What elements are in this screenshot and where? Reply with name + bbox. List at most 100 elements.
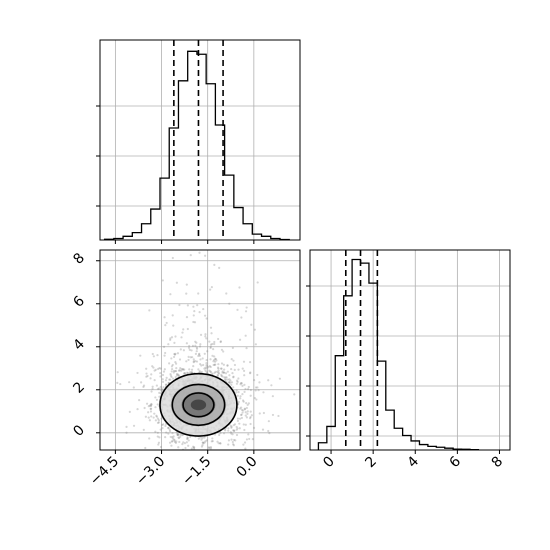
scatter-point xyxy=(152,355,155,358)
scatter-point xyxy=(186,453,188,455)
scatter-point xyxy=(219,442,222,445)
scatter-point xyxy=(161,378,164,381)
scatter-point xyxy=(216,373,219,377)
scatter-point xyxy=(167,432,170,435)
scatter-point xyxy=(216,370,219,373)
scatter-point xyxy=(169,378,172,381)
scatter-point xyxy=(230,383,233,386)
scatter-point xyxy=(156,417,160,420)
scatter-point xyxy=(208,369,211,372)
scatter-point xyxy=(125,431,128,434)
scatter-point xyxy=(156,354,159,357)
scatter-point xyxy=(239,382,243,385)
scatter-point xyxy=(244,414,247,417)
scatter-point xyxy=(193,446,196,449)
scatter-point xyxy=(209,288,212,291)
scatter-point xyxy=(247,388,250,391)
scatter-point xyxy=(262,391,265,394)
scatter-point xyxy=(173,341,176,344)
scatter-point xyxy=(171,437,174,440)
scatter-point xyxy=(143,406,146,410)
scatter-point xyxy=(175,372,179,376)
scatter-point xyxy=(224,429,227,432)
scatter-point xyxy=(171,377,175,380)
scatter-point xyxy=(232,429,235,432)
scatter-point xyxy=(206,365,209,368)
scatter-point xyxy=(168,441,172,444)
scatter-point xyxy=(262,411,265,415)
scatter-point xyxy=(235,389,238,392)
scatter-point xyxy=(187,444,190,447)
scatter-point xyxy=(217,367,220,370)
scatter-point xyxy=(198,345,202,348)
scatter-point xyxy=(225,376,228,379)
scatter-point xyxy=(181,331,184,334)
scatter-point xyxy=(271,413,275,417)
scatter-point xyxy=(245,347,248,350)
scatter-point xyxy=(202,307,205,311)
scatter-point xyxy=(222,363,225,366)
scatter-point xyxy=(250,323,253,326)
scatter-point xyxy=(164,379,168,382)
scatter-point xyxy=(178,369,181,372)
scatter-point xyxy=(254,386,258,389)
scatter-point xyxy=(256,373,259,377)
scatter-point xyxy=(174,361,177,364)
scatter-point xyxy=(173,353,177,356)
scatter-point xyxy=(185,283,188,286)
scatter-point xyxy=(205,317,208,320)
scatter-point xyxy=(170,365,174,368)
scatter-point xyxy=(188,368,191,371)
scatter-point xyxy=(169,337,172,340)
scatter-point xyxy=(155,384,158,387)
scatter-point xyxy=(203,441,206,444)
scatter-point xyxy=(249,388,252,392)
scatter-point xyxy=(132,424,136,427)
scatter-point xyxy=(190,349,193,352)
scatter-point xyxy=(242,400,245,403)
scatter-point xyxy=(232,438,236,442)
scatter-point xyxy=(150,390,153,393)
scatter-point xyxy=(240,416,244,420)
scatter-point xyxy=(195,360,199,363)
scatter-point xyxy=(201,443,204,447)
scatter-point xyxy=(177,436,181,440)
scatter-point xyxy=(148,309,151,312)
scatter-point xyxy=(150,403,153,406)
scatter-point xyxy=(172,324,175,327)
scatter-point xyxy=(150,402,153,406)
scatter-point xyxy=(237,377,240,380)
scatter-point xyxy=(216,366,220,369)
scatter-point xyxy=(177,451,179,453)
scatter-point xyxy=(199,436,202,439)
scatter-point xyxy=(195,347,199,350)
scatter-point xyxy=(169,338,172,342)
scatter-point xyxy=(201,441,204,444)
scatter-point xyxy=(237,368,240,371)
scatter-point xyxy=(176,433,180,436)
scatter-point xyxy=(208,364,211,368)
scatter-point xyxy=(149,404,153,408)
scatter-point xyxy=(240,408,244,412)
scatter-point xyxy=(185,316,189,319)
scatter-point xyxy=(246,403,249,406)
scatter-point xyxy=(257,389,260,392)
scatter-point xyxy=(152,366,155,369)
scatter-point xyxy=(236,427,239,430)
scatter-point xyxy=(190,447,193,450)
scatter-point xyxy=(293,393,296,396)
scatter-point xyxy=(258,381,261,384)
scatter-point xyxy=(241,399,245,402)
scatter-point xyxy=(158,436,161,439)
scatter-point xyxy=(249,361,252,364)
scatter-point xyxy=(191,344,194,348)
scatter-point xyxy=(236,394,239,397)
scatter-point xyxy=(172,355,176,359)
scatter-point xyxy=(209,345,212,348)
scatter-point xyxy=(180,433,183,436)
scatter-point xyxy=(190,371,194,374)
scatter-point xyxy=(180,336,183,339)
scatter-point xyxy=(164,323,167,327)
histogram-panel-param1 xyxy=(96,39,301,244)
scatter-point xyxy=(203,352,206,355)
